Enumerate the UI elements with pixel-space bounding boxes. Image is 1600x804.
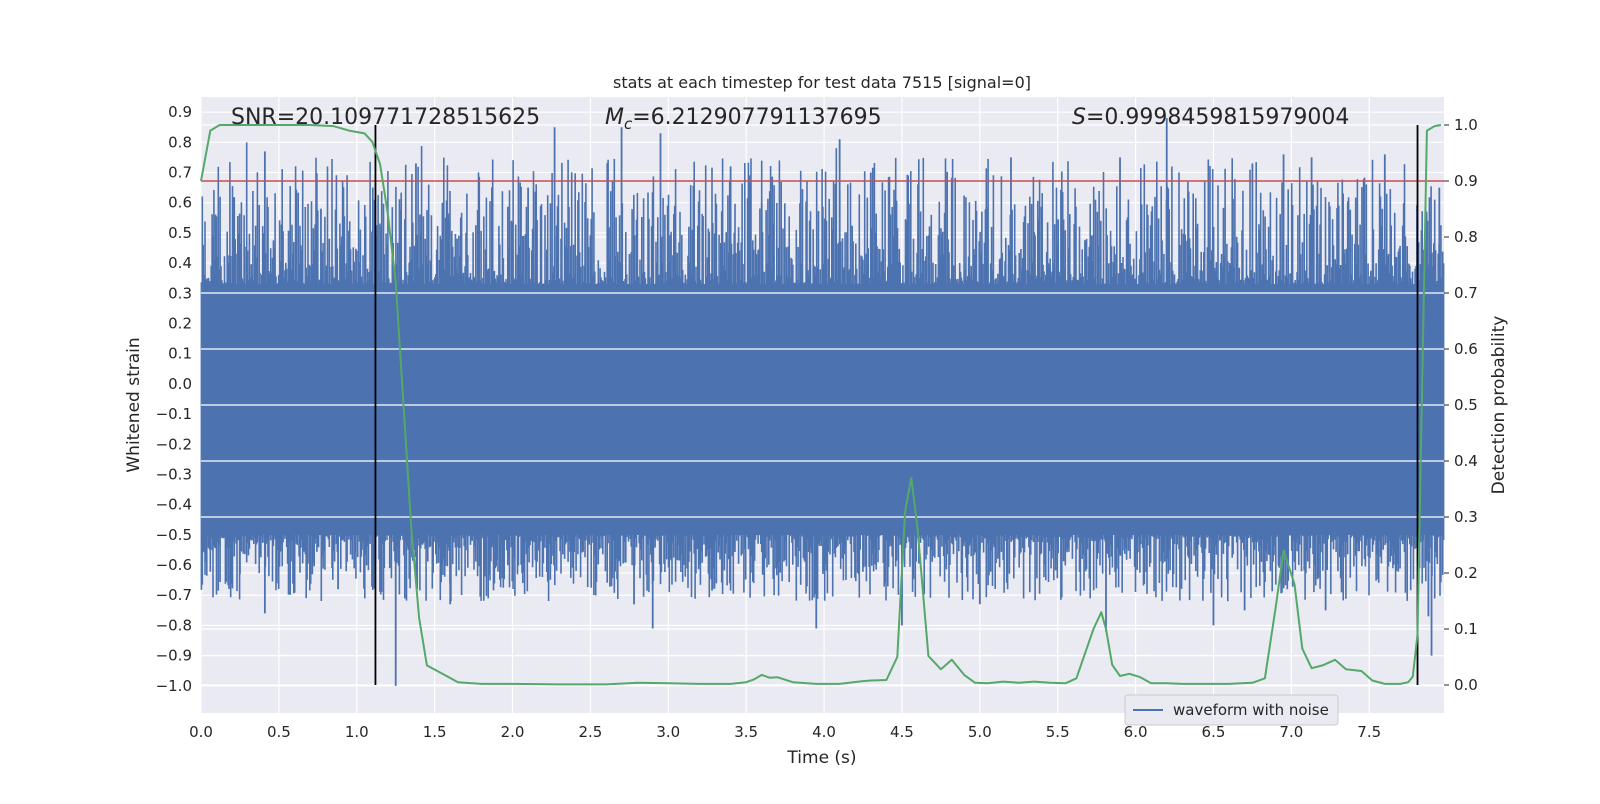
y-tick-label-left: −0.8 — [156, 616, 192, 634]
y-tick-label-right: 0.2 — [1454, 564, 1478, 582]
x-tick-label: 4.5 — [890, 723, 914, 741]
legend: waveform with noise — [1124, 694, 1339, 726]
chirp-mass-annotation: Mc=6.212907791137695 — [605, 105, 882, 133]
score-annotation: S=0.9998459815979004 — [1072, 105, 1349, 130]
x-axis-title: Time (s) — [786, 748, 856, 768]
overlay-layer — [200, 124, 1444, 686]
y-tick-label-right: 0.3 — [1454, 508, 1478, 526]
y-tick-label-left: −0.9 — [156, 647, 192, 665]
chart-title: stats at each timestep for test data 751… — [613, 73, 1031, 92]
y-tick-label-right: 1.0 — [1454, 116, 1478, 134]
y-tick-label-left: −0.6 — [156, 556, 192, 574]
legend-label: waveform with noise — [1173, 701, 1329, 719]
y-tick-label-left: −0.5 — [156, 526, 192, 544]
y-tick-label-right: 0.4 — [1454, 452, 1478, 470]
y-tick-label-right: 0.9 — [1454, 172, 1478, 190]
chirp-mass-symbol: M — [605, 105, 624, 130]
x-tick-label: 3.5 — [734, 723, 758, 741]
x-tick-label: 5.0 — [968, 723, 992, 741]
y-tick-label-left: −0.2 — [156, 435, 192, 453]
x-tick-label: 4.0 — [812, 723, 836, 741]
y-tick-label-left: 0.3 — [168, 284, 192, 302]
chirp-mass-value: =6.212907791137695 — [632, 105, 881, 130]
chirp-mass-subscript: c — [624, 115, 633, 133]
probability-line — [200, 124, 1442, 686]
y-tick-label-left: 0.9 — [168, 103, 192, 121]
x-tick-label: 0.0 — [189, 723, 213, 741]
x-tick-label: 5.5 — [1046, 723, 1070, 741]
y-tick-label-right: 0.0 — [1454, 676, 1478, 694]
y-tick-label-left: 0.2 — [168, 314, 192, 332]
x-tick-label: 6.5 — [1202, 723, 1226, 741]
y-tick-label-left: 0.8 — [168, 133, 192, 151]
y-tick-label-left: 0.6 — [168, 194, 192, 212]
y-tick-label-right: 0.1 — [1454, 620, 1478, 638]
x-tick-label: 0.5 — [267, 723, 291, 741]
x-tick-label: 1.0 — [345, 723, 369, 741]
x-tick-label: 6.0 — [1124, 723, 1148, 741]
snr-annotation: SNR=20.109771728515625 — [231, 105, 540, 130]
y-tick-label-left: 0.4 — [168, 254, 192, 272]
x-tick-label: 7.0 — [1279, 723, 1303, 741]
y-axis-title-right: Detection probability — [1489, 316, 1509, 495]
y-tick-label-left: 0.0 — [168, 375, 192, 393]
score-symbol: S — [1072, 105, 1086, 130]
x-tick-label: 2.5 — [578, 723, 602, 741]
tick-layer: 0.0 0.5 1.0 1.5 2.0 2.5 3.0 3.5 4.0 4.5 5.0 5.5 6.0 6… — [156, 103, 1478, 741]
y-tick-label-left: −0.7 — [156, 586, 192, 604]
y-tick-label-left: −0.1 — [156, 405, 192, 423]
y-tick-label-left: −1.0 — [156, 677, 192, 695]
y-tick-label-right: 0.6 — [1454, 340, 1478, 358]
x-tick-label: 3.0 — [656, 723, 680, 741]
legend-box — [1124, 694, 1339, 726]
y-tick-label-left: 0.1 — [168, 345, 192, 363]
y-tick-label-left: 0.7 — [168, 163, 192, 181]
y-tick-label-right: 0.7 — [1454, 284, 1478, 302]
waveform-core — [201, 284, 1444, 535]
x-tick-label: 2.0 — [501, 723, 525, 741]
x-tick-label: 7.5 — [1357, 723, 1381, 741]
y-tick-label-left: −0.3 — [156, 465, 192, 483]
score-value: =0.9998459815979004 — [1086, 105, 1349, 130]
y-tick-label-left: −0.4 — [156, 496, 192, 514]
y-tick-label-left: 0.5 — [168, 224, 192, 242]
y-axis-title-left: Whitened strain — [124, 337, 144, 472]
y-tick-label-right: 0.5 — [1454, 396, 1478, 414]
x-tick-label: 1.5 — [423, 723, 447, 741]
y-tick-label-right: 0.8 — [1454, 228, 1478, 246]
